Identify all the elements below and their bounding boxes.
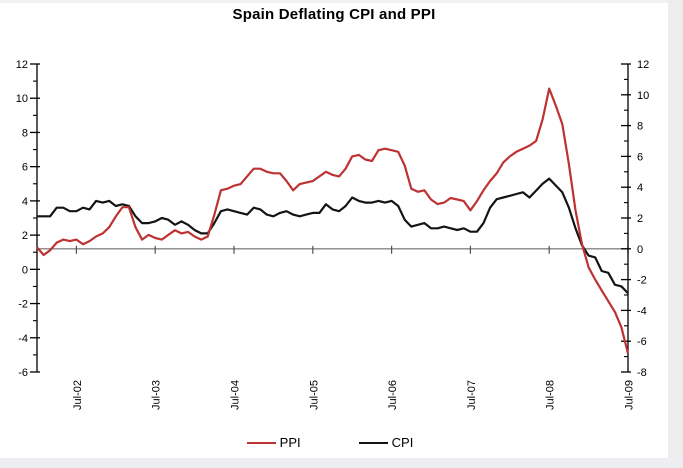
right-edge-strip xyxy=(668,0,683,468)
right-axis-tick-label: 2 xyxy=(637,213,643,225)
x-axis-date-label: Jul-08 xyxy=(545,380,557,410)
x-axis-date-label: Jul-04 xyxy=(230,380,242,410)
top-edge-strip xyxy=(0,0,683,3)
x-axis-date-label: Jul-05 xyxy=(308,380,320,410)
chart-plot-area: 12 10 8 6 4 2 0 -2 -4 -6 12 10 8 6 4 2 0 -2 -4 -6 -8 Jul-02 Ju… xyxy=(16,59,650,410)
left-axis-tick-label: 6 xyxy=(22,162,28,174)
right-axis-tick-label: -2 xyxy=(637,275,647,287)
right-axis-tick-label: 6 xyxy=(637,151,643,163)
legend-label-cpi: CPI xyxy=(391,435,414,450)
left-axis-tick-label: 8 xyxy=(22,127,28,139)
legend-label-ppi: PPI xyxy=(279,435,301,450)
right-axis-tick-label: 12 xyxy=(637,59,649,71)
cpi-line xyxy=(37,177,629,295)
legend-item-cpi: CPI xyxy=(358,435,414,450)
left-axis-tick-label: -4 xyxy=(18,333,28,345)
legend-item-ppi: PPI xyxy=(246,435,301,450)
chart-title: Spain Deflating CPI and PPI xyxy=(232,6,436,23)
ppi-line xyxy=(36,87,630,354)
cpi-line-swatch xyxy=(358,441,388,444)
x-axis-date-label: Jul-03 xyxy=(151,380,163,410)
left-axis-tick-label: -6 xyxy=(18,367,28,379)
right-axis-tick-label: -8 xyxy=(637,367,647,379)
ppi-line-swatch xyxy=(246,441,276,444)
right-axis-tick-label: 4 xyxy=(637,182,643,194)
x-axis-date-label: Jul-07 xyxy=(466,380,478,410)
left-axis-tick-label: 12 xyxy=(16,59,28,71)
left-axis-tick-label: 0 xyxy=(22,264,28,276)
right-axis-tick-label: -6 xyxy=(637,336,647,348)
left-axis-tick-label: 4 xyxy=(22,196,28,208)
right-axis-tick-label: 10 xyxy=(637,90,649,102)
chart-legend: PPI CPI xyxy=(0,435,660,450)
right-axis-tick-label: 8 xyxy=(637,121,643,133)
left-axis-tick-label: -2 xyxy=(18,299,28,311)
x-axis-date-label: Jul-06 xyxy=(387,380,399,410)
right-axis-tick-label: 0 xyxy=(637,244,643,256)
x-axis-date-label: Jul-09 xyxy=(624,380,636,410)
x-axis-date-label: Jul-02 xyxy=(72,380,84,410)
left-axis-tick-label: 10 xyxy=(16,93,28,105)
bottom-edge-strip xyxy=(0,458,683,468)
right-axis-tick-label: -4 xyxy=(637,305,647,317)
left-axis-tick-label: 2 xyxy=(22,230,28,242)
